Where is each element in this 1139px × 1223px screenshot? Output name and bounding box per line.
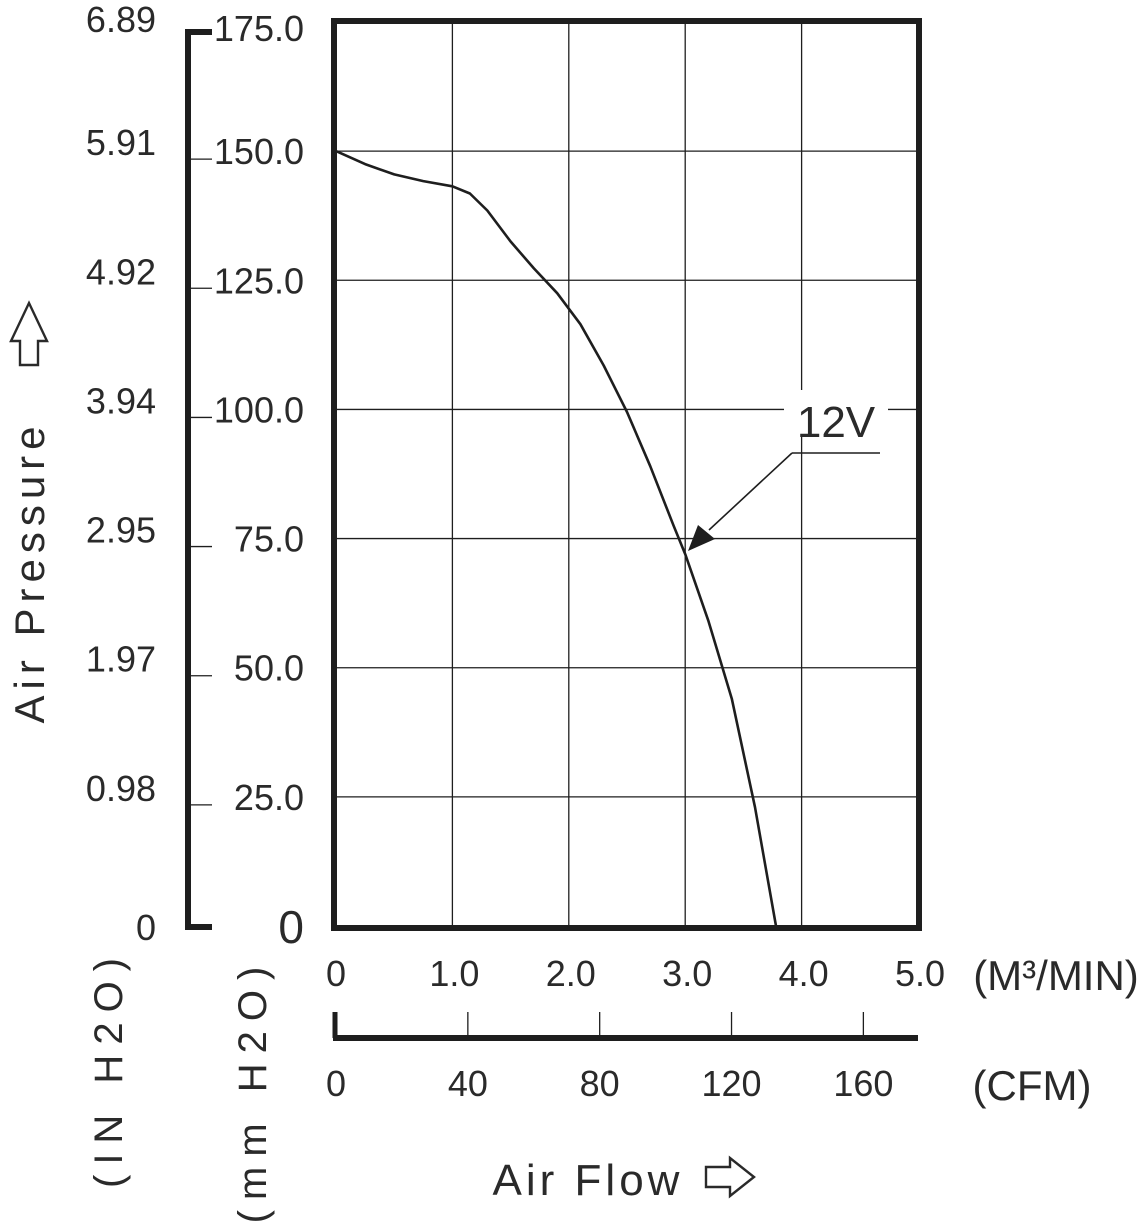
x-axis-title: Air Flow [493,1156,684,1205]
y-tick-label: 50.0 [234,648,304,689]
up-arrow-outline-icon [9,300,49,367]
x-tick-label: 2.0 [546,953,596,994]
cfm-tick-label: 0 [326,1063,346,1104]
y2-tick-label: 3.94 [86,380,156,421]
y-tick-label: 75.0 [234,519,304,560]
annotation-12v: 12V [688,390,888,551]
y2-tick-label: 5.91 [86,122,156,163]
y-tick-label: 125.0 [214,260,304,301]
annotation-label: 12V [797,398,876,447]
cfm-tick-labels: 0 40 80 120 160 [326,1063,893,1104]
x-tick-label: 0 [326,953,346,994]
y2-tick-label: 0.98 [86,768,156,809]
x-unit-primary: (M³/MIN) [973,952,1139,999]
x-tick-label: 5.0 [895,953,945,994]
series-line-12v [334,149,778,928]
y-tick-label: 0 [278,901,304,953]
cfm-tick-label: 80 [580,1063,620,1104]
y2-tick-label: 4.92 [86,251,156,292]
y-tick-label: 175.0 [214,8,304,49]
plot-frame [331,18,922,931]
y-axis-title: Air Pressure [6,420,53,723]
annotation-label-bg [784,390,888,436]
grid-lines [336,22,918,926]
cfm-axis-bar [332,1012,918,1041]
annotation-arrow-shaft [708,452,793,531]
y-unit-primary: (mm H2O) [231,957,275,1223]
right-arrow-outline-icon [704,1155,756,1199]
y-unit-secondary: (IN H2O) [87,948,131,1188]
y-tick-label: 100.0 [214,389,304,430]
cfm-tick-label: 40 [448,1063,488,1104]
y-tick-labels: 0 25.0 50.0 75.0 100.0 125.0 150.0 175.0 [214,8,304,953]
y2-tick-label: 1.97 [86,639,156,680]
y-tick-label: 25.0 [234,777,304,818]
y2-tick-labels: 0 0.98 1.97 2.95 3.94 4.92 5.91 6.89 [86,0,156,948]
y2-tick-label: 0 [136,907,156,948]
inh2o-axis-bracket [185,29,212,930]
cfm-tick-label: 120 [701,1063,761,1104]
x-tick-labels: 0 1.0 2.0 3.0 4.0 5.0 [326,953,945,994]
y2-tick-label: 6.89 [86,0,156,40]
x-tick-label: 4.0 [779,953,829,994]
bracket-line [185,29,212,930]
annotation-arrowhead [688,525,715,551]
x-unit-secondary: (CFM) [973,1062,1092,1109]
y-tick-label: 150.0 [214,131,304,172]
x-tick-label: 1.0 [429,953,479,994]
y2-tick-label: 2.95 [86,510,156,551]
x-tick-label: 3.0 [662,953,712,994]
cfm-tick-label: 160 [833,1063,893,1104]
